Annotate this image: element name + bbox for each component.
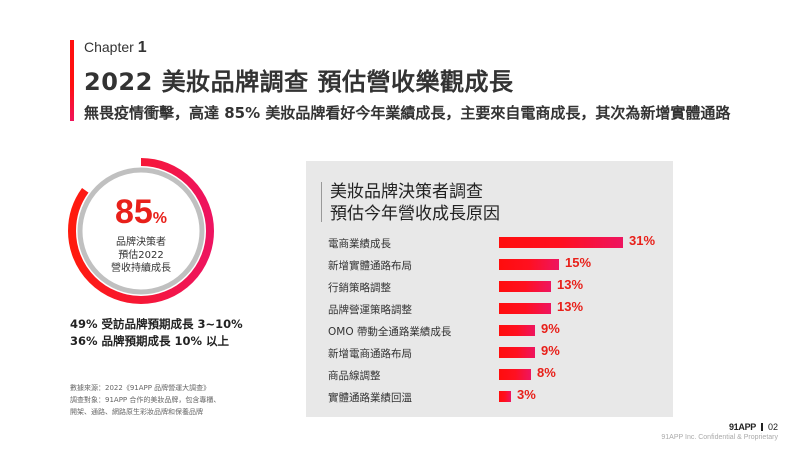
stat-line: 36% 品牌預期成長 10% 以上: [70, 334, 230, 348]
source-line: 數據來源：2022《91APP 品牌營運大調查》: [70, 384, 211, 392]
chapter-label: Chapter 1: [84, 39, 147, 57]
bar: [499, 237, 623, 248]
donut-number: 85: [114, 193, 153, 231]
bar-row: 實體通路業績回溫 3%: [306, 386, 673, 408]
bar-label: OMO 帶動全通路業績成長: [328, 326, 452, 338]
donut-ring-icon: [68, 158, 214, 304]
bar-value-label: 15%: [565, 255, 592, 270]
chart-title-line: 預估今年營收成長原因: [330, 204, 500, 224]
bar-value-label: 13%: [557, 299, 584, 314]
bar-value-label: 8%: [537, 365, 556, 380]
bar: [499, 391, 511, 402]
bar-row: OMO 帶動全通路業績成長 9%: [306, 320, 673, 342]
donut-caption: 品牌決策者 預估2022 營收持續成長: [64, 236, 218, 275]
stat-line: 49% 受訪品牌預期成長 3~10%: [70, 317, 243, 331]
footer-separator: [760, 423, 763, 431]
chart-title: 美妝品牌決策者調查 預估今年營收成長原因: [330, 181, 500, 225]
footer-brand: 91APP 02: [729, 422, 778, 432]
donut-caption-line: 營收持續成長: [111, 263, 171, 274]
bar-label: 品牌營運策略調整: [328, 304, 412, 316]
bar-label: 商品線調整: [328, 370, 381, 382]
growth-stats: 49% 受訪品牌預期成長 3~10% 36% 品牌預期成長 10% 以上: [70, 316, 243, 350]
bar-row: 行銷策略調整 13%: [306, 276, 673, 298]
chapter-number: 1: [137, 39, 147, 56]
bar-row: 電商業績成長 31%: [306, 232, 673, 254]
bar-label: 行銷策略調整: [328, 282, 391, 294]
bar-row: 新增電商通路布局 9%: [306, 342, 673, 364]
bar-value-label: 9%: [541, 343, 560, 358]
bar-value-label: 3%: [517, 387, 536, 402]
bar-row: 商品線調整 8%: [306, 364, 673, 386]
chart-title-line: 美妝品牌決策者調查: [330, 182, 483, 202]
bar: [499, 347, 535, 358]
bar-value-label: 9%: [541, 321, 560, 336]
bar: [499, 325, 535, 336]
data-source-note: 數據來源：2022《91APP 品牌營運大調查》 調查對象：91APP 合作的美…: [70, 382, 220, 418]
chart-panel: 美妝品牌決策者調查 預估今年營收成長原因 電商業績成長 31% 新增實體通路布局 15…: [306, 161, 673, 417]
bar-row: 品牌營運策略調整 13%: [306, 298, 673, 320]
page-number: 02: [767, 422, 778, 432]
bar-label: 實體通路業績回溫: [328, 392, 412, 404]
bar: [499, 303, 551, 314]
chapter-text: Chapter: [84, 39, 134, 55]
donut-chart: 85% 品牌決策者 預估2022 營收持續成長: [64, 156, 218, 306]
title-accent-bar: [70, 40, 74, 121]
source-line: 調查對象：91APP 合作的美妝品牌，包含專櫃、: [70, 396, 221, 404]
confidential-note: 91APP Inc. Confidential & Proprietary: [661, 434, 778, 441]
bar-label: 電商業績成長: [328, 238, 391, 250]
bar: [499, 281, 551, 292]
donut-unit: %: [152, 210, 168, 227]
panel-title-divider: [321, 182, 322, 222]
bar: [499, 259, 559, 270]
source-line: 開架、通路、網路原生彩妝品牌和保養品牌: [70, 408, 203, 416]
donut-value: 85%: [64, 194, 218, 237]
bar-value-label: 13%: [557, 277, 584, 292]
bar-label: 新增電商通路布局: [328, 348, 412, 360]
brand-logo: 91APP: [728, 422, 756, 432]
donut-caption-line: 預估2022: [118, 250, 164, 261]
page-title: 2022 美妝品牌調查 預估營收樂觀成長: [84, 68, 514, 96]
bar-label: 新增實體通路布局: [328, 260, 412, 272]
bar: [499, 369, 531, 380]
donut-caption-line: 品牌決策者: [116, 237, 166, 248]
page-subtitle: 無畏疫情衝擊，高達 85% 美妝品牌看好今年業績成長，主要來自電商成長，其次為新…: [84, 104, 731, 122]
bar-value-label: 31%: [629, 233, 656, 248]
bar-row: 新增實體通路布局 15%: [306, 254, 673, 276]
